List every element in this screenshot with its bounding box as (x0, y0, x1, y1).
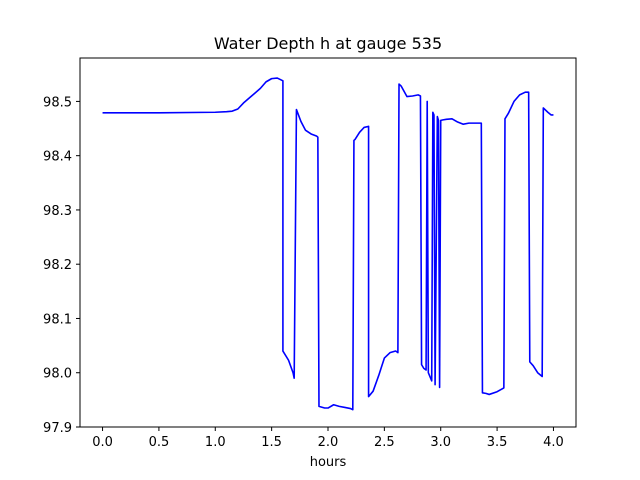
y-tick-label: 97.9 (43, 421, 72, 436)
chart-title: Water Depth h at gauge 535 (214, 34, 442, 53)
x-tick-label: 4.0 (543, 435, 564, 450)
x-tick-label: 0.0 (92, 435, 113, 450)
y-tick-label: 98.2 (43, 258, 72, 273)
x-axis-label: hours (310, 455, 347, 470)
y-tick-label: 98.0 (43, 367, 72, 382)
series-line (102, 77, 554, 411)
x-tick-label: 2.0 (318, 435, 339, 450)
y-tick-label: 98.3 (43, 204, 72, 219)
x-tick-label: 1.0 (205, 435, 226, 450)
y-tick-label: 98.4 (43, 150, 72, 165)
x-tick-label: 0.5 (149, 435, 170, 450)
x-tick-label: 1.5 (261, 435, 282, 450)
x-tick-label: 3.5 (487, 435, 508, 450)
ticks: 0.0 0.5 1.0 1.5 2.0 2.5 3.0 3.5 4.0 97.9 98.0 98.1 9… (43, 95, 564, 450)
y-tick-label: 98.1 (43, 312, 72, 327)
x-tick-label: 2.5 (374, 435, 395, 450)
axes-frame (79, 57, 577, 428)
plot-area (102, 77, 554, 411)
y-tick-label: 98.5 (43, 95, 72, 110)
x-tick-label: 3.0 (430, 435, 451, 450)
